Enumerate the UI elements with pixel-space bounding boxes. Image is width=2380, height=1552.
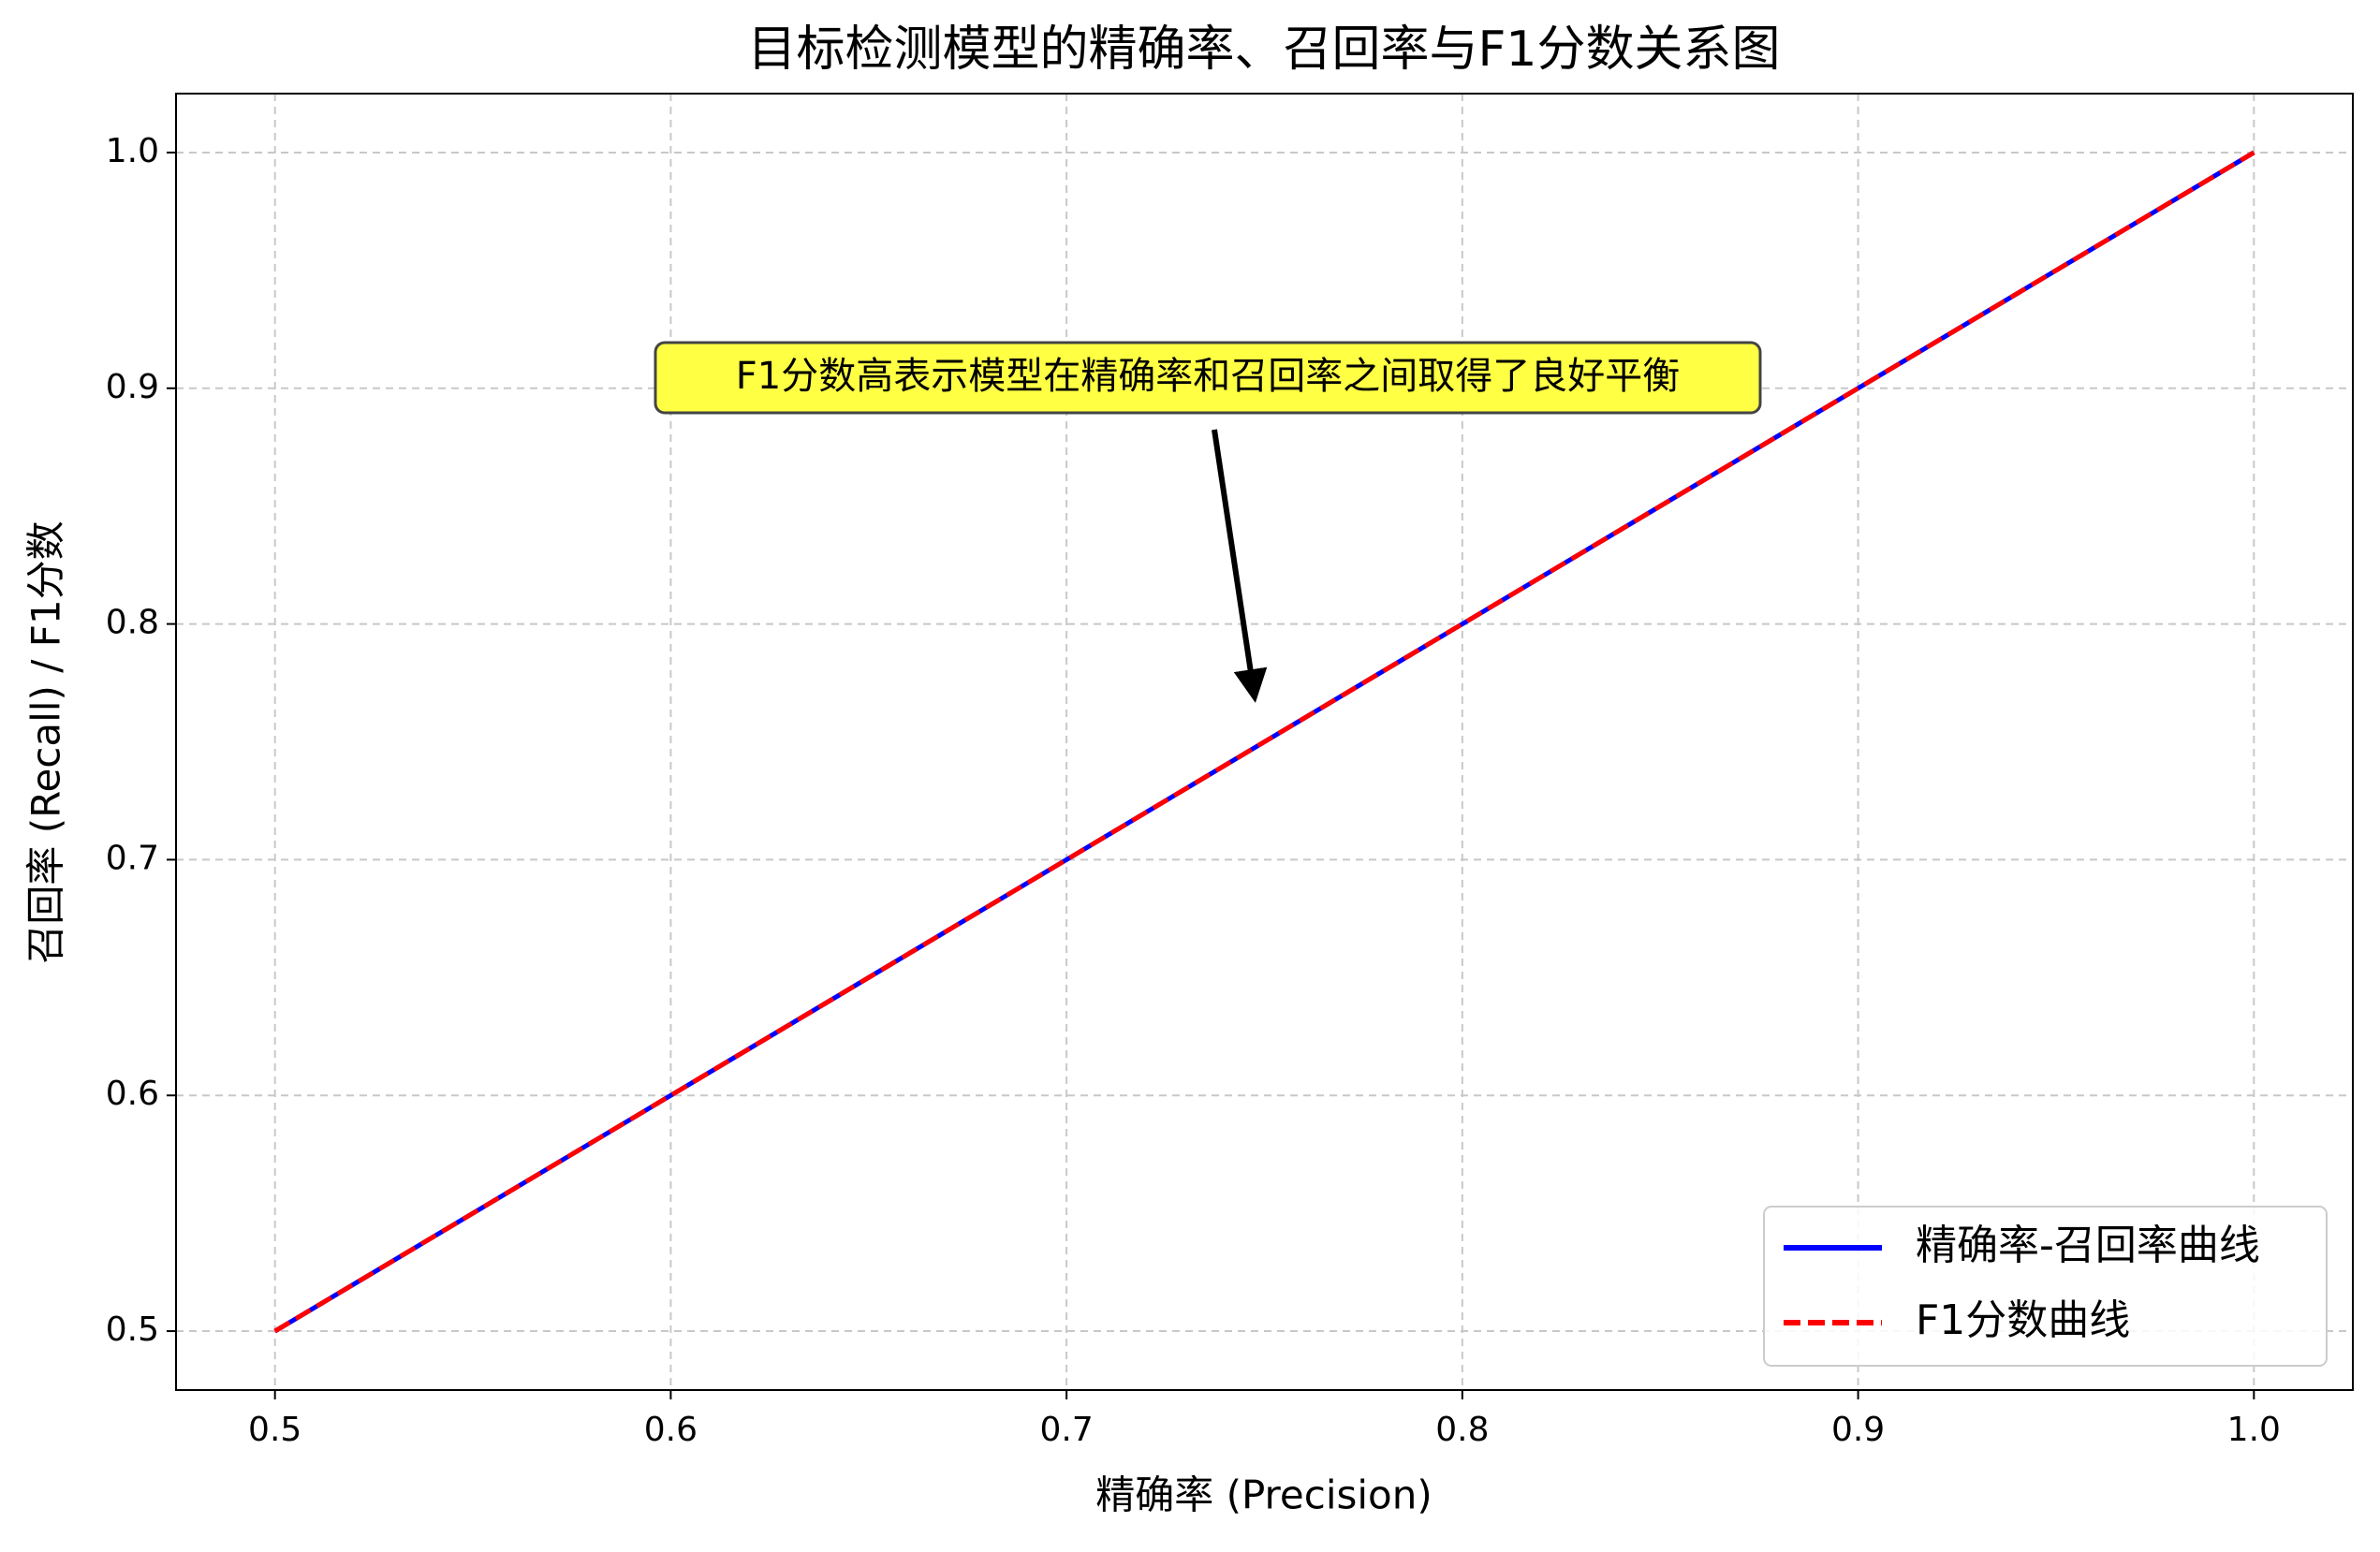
x-tick-label: 1.0: [2227, 1411, 2281, 1449]
y-axis-label: 召回率 (Recall) / F1分数: [23, 520, 69, 963]
y-tick-label: 1.0: [106, 132, 159, 170]
x-tick-label: 0.9: [1831, 1411, 1885, 1449]
data-line: [273, 150, 2255, 1334]
annotation-box: [654, 341, 1762, 415]
legend-box: [1763, 1206, 2328, 1367]
x-tick-label: 0.5: [248, 1411, 301, 1449]
x-axis-label: 精确率 (Precision): [1095, 1472, 1432, 1518]
y-tick-label: 0.6: [106, 1075, 159, 1113]
y-tick-label: 0.9: [106, 368, 159, 406]
y-tick-label: 0.8: [106, 604, 159, 642]
y-tick-label: 0.5: [106, 1310, 159, 1349]
x-tick-label: 0.6: [644, 1411, 698, 1449]
chart-title: 目标检测模型的精确率、召回率与F1分数关系图: [748, 22, 1781, 78]
annotation-text: F1分数高表示模型在精确率和召回率之间取得了良好平衡: [736, 355, 1680, 398]
annotation-arrow: [1212, 429, 1268, 703]
y-tick-label: 0.7: [106, 839, 159, 877]
x-tick-label: 0.8: [1435, 1411, 1489, 1449]
legend-label: 精确率-召回率曲线: [1916, 1222, 2260, 1269]
x-tick-label: 0.7: [1040, 1411, 1094, 1449]
legend-label: F1分数曲线: [1916, 1296, 2130, 1344]
plot-frame: [175, 93, 2354, 1391]
